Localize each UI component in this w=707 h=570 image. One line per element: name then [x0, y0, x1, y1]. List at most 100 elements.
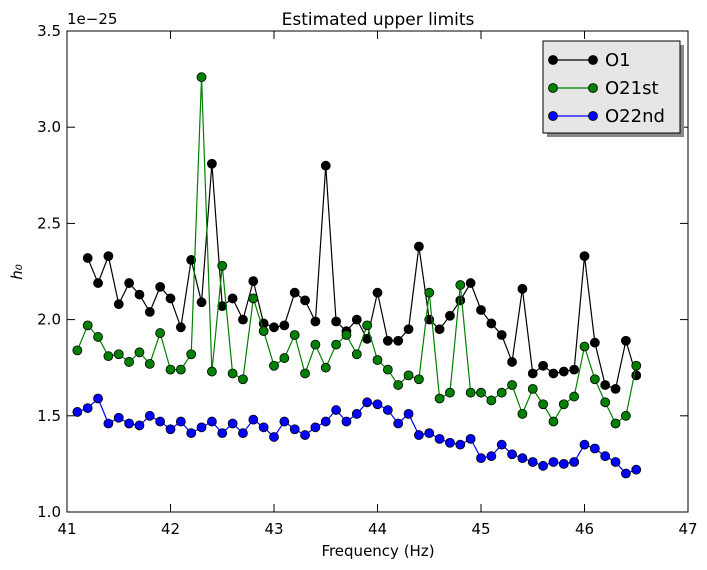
series-marker: [155, 281, 166, 292]
series-marker: [248, 293, 259, 304]
series-marker: [186, 255, 197, 265]
legend-marker: [548, 83, 558, 93]
series-marker: [496, 439, 507, 450]
series-marker: [445, 310, 455, 321]
series-marker: [300, 295, 310, 306]
legend-marker: [548, 55, 558, 65]
series-marker: [310, 422, 321, 433]
series-marker: [579, 439, 590, 450]
series-marker: [527, 383, 538, 394]
series-marker: [227, 293, 238, 304]
series-marker: [72, 407, 83, 417]
series-marker: [413, 241, 424, 252]
series-marker: [93, 332, 103, 342]
series-marker: [579, 251, 590, 262]
series-marker: [206, 158, 217, 169]
series-marker: [341, 330, 352, 340]
series-marker: [341, 416, 352, 427]
series-marker: [476, 453, 486, 464]
series-marker: [621, 468, 631, 479]
series-marker: [279, 353, 290, 363]
series-marker: [507, 380, 517, 390]
series-marker: [124, 418, 135, 429]
series-marker: [589, 443, 600, 454]
series-marker: [569, 391, 580, 402]
series-marker: [476, 305, 486, 315]
series-marker: [455, 439, 466, 450]
series-marker: [258, 326, 269, 337]
series-marker: [600, 451, 611, 462]
series-marker: [382, 405, 393, 415]
series-marker: [372, 355, 383, 365]
series-marker: [538, 460, 548, 471]
series-marker: [134, 420, 145, 431]
series-marker: [300, 430, 310, 440]
series-marker: [362, 320, 373, 331]
series-marker: [217, 428, 228, 439]
series-marker: [82, 403, 93, 414]
series-marker: [320, 416, 331, 427]
series-marker: [621, 410, 631, 421]
x-tick-label: 46: [575, 520, 594, 538]
series-marker: [465, 433, 476, 444]
series-marker: [93, 393, 103, 404]
series-marker: [279, 416, 290, 427]
x-tick-label: 42: [161, 520, 180, 538]
x-tick-label: 43: [264, 520, 283, 538]
series-marker: [155, 328, 166, 338]
series-marker: [372, 399, 383, 410]
series-marker: [476, 387, 486, 398]
series-marker: [165, 364, 176, 375]
series-marker: [165, 293, 176, 304]
series-marker: [124, 357, 135, 367]
series-marker: [631, 360, 642, 371]
series-marker: [196, 297, 207, 308]
series-marker: [248, 414, 259, 425]
series-marker: [238, 314, 248, 325]
series-marker: [372, 287, 383, 298]
series-marker: [269, 432, 279, 442]
series-marker: [465, 387, 476, 398]
legend-marker: [548, 111, 558, 121]
series-marker: [310, 316, 321, 327]
series-marker: [434, 324, 445, 335]
series-marker: [186, 349, 197, 360]
series-marker: [558, 458, 569, 469]
series-marker: [548, 416, 559, 427]
y-tick-label: 1.0: [37, 503, 61, 521]
series-marker: [403, 324, 414, 335]
series-marker: [527, 368, 538, 379]
series-marker: [186, 428, 197, 439]
chart-title: Estimated upper limits: [282, 10, 475, 30]
series-marker: [445, 437, 455, 448]
series-marker: [144, 307, 155, 317]
series-marker: [320, 362, 331, 373]
series-marker: [217, 260, 228, 271]
series-marker: [248, 276, 259, 287]
series-marker: [538, 360, 548, 371]
series-marker: [300, 368, 310, 379]
series-marker: [600, 380, 611, 390]
series-marker: [434, 433, 445, 444]
series-marker: [507, 449, 517, 460]
series-marker: [382, 335, 393, 346]
series-marker: [320, 160, 331, 171]
y-tick-label: 3.0: [37, 118, 61, 136]
series-marker: [196, 72, 207, 83]
series-marker: [113, 412, 124, 423]
series-marker: [165, 424, 176, 435]
x-axis-label: Frequency (Hz): [321, 542, 434, 560]
x-tick-label: 41: [57, 520, 76, 538]
series-marker: [434, 393, 445, 404]
series-marker: [424, 287, 435, 298]
series-marker: [455, 280, 466, 290]
legend-marker: [588, 55, 598, 65]
series-marker: [351, 349, 362, 360]
series-marker: [589, 337, 600, 348]
series-marker: [600, 397, 611, 408]
series-marker: [227, 368, 238, 379]
series-marker: [486, 395, 497, 406]
series-marker: [569, 457, 580, 467]
legend-label: O22nd: [605, 106, 665, 127]
